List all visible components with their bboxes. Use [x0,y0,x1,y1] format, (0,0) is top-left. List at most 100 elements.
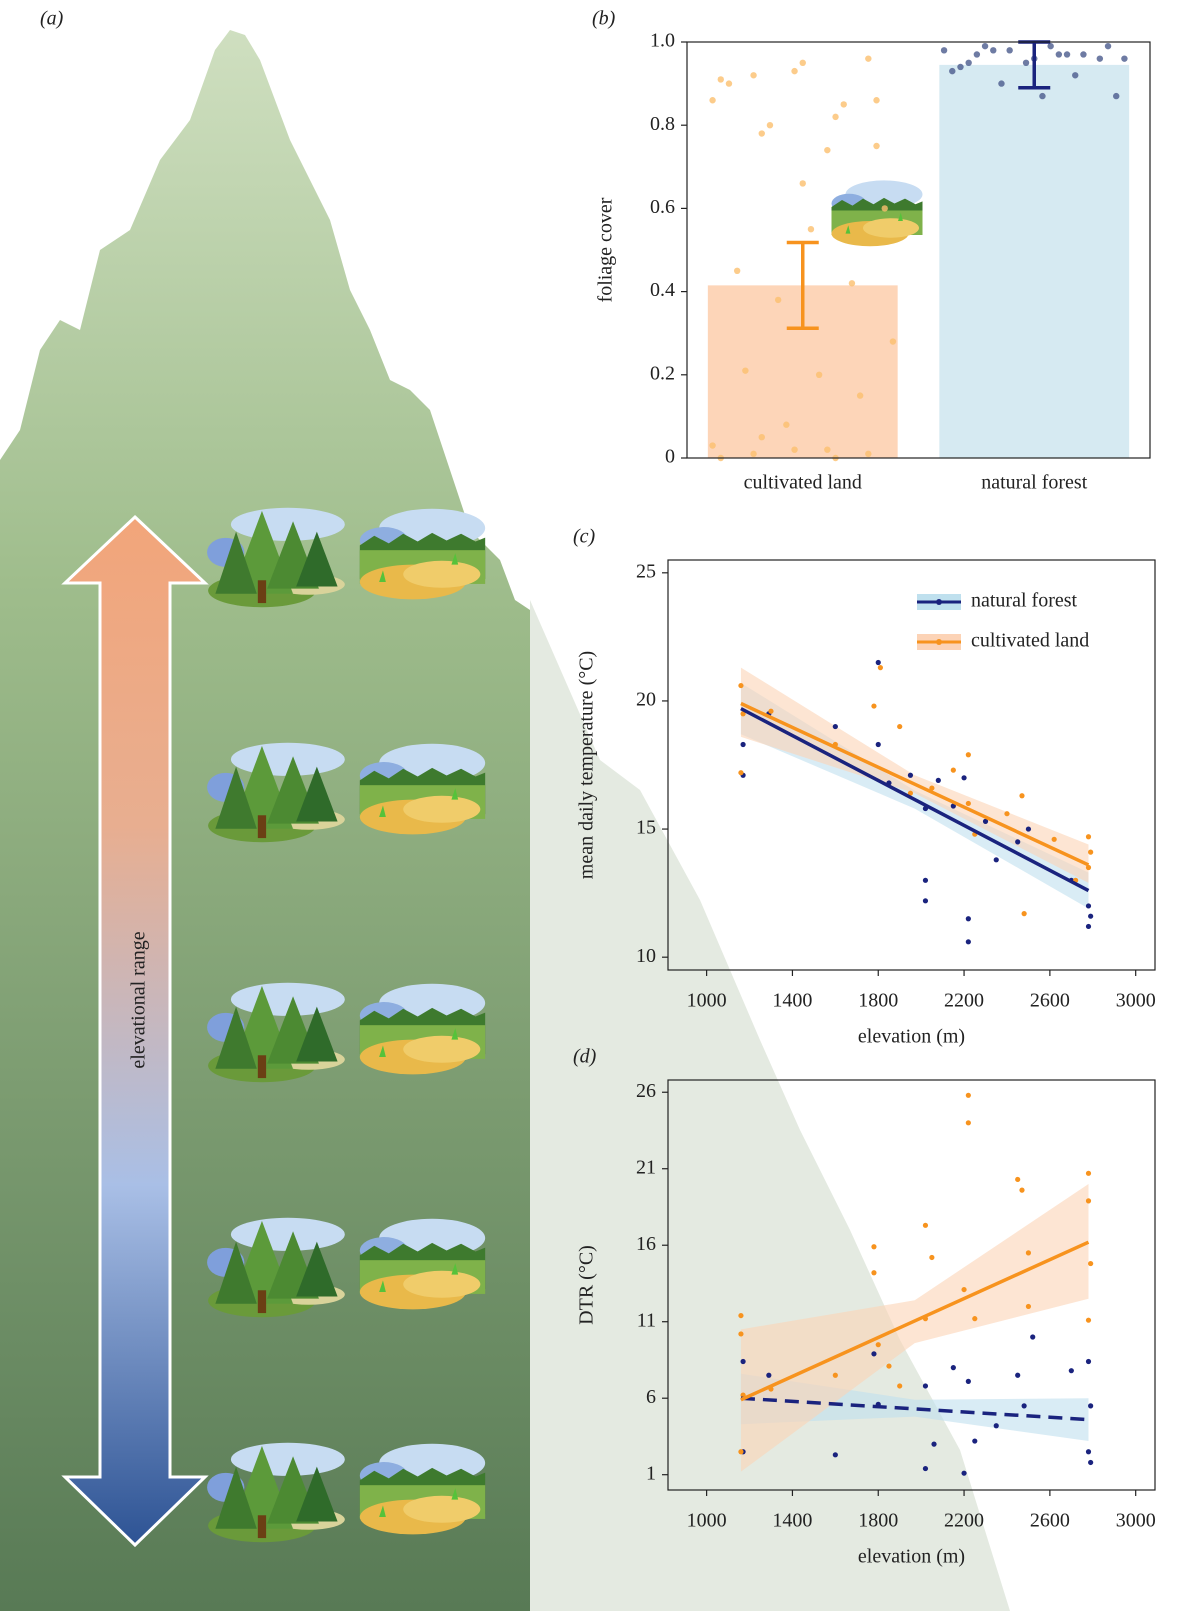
data-point [871,1244,876,1249]
data-point [949,68,955,74]
data-point [966,752,971,757]
x-tick-label: natural forest [981,472,1088,494]
data-point [1086,924,1091,929]
data-point [1004,811,1009,816]
data-point [783,422,789,428]
y-tick-label: 1 [646,1462,656,1484]
data-point [865,55,871,61]
data-point [876,742,881,747]
data-point [871,1270,876,1275]
data-point [709,97,715,103]
x-tick-label: 2600 [1030,1510,1070,1532]
data-point [742,367,748,373]
data-point [833,1373,838,1378]
data-point [824,446,830,452]
data-point [1022,1403,1027,1408]
data-point [908,773,913,778]
data-point [740,1359,745,1364]
y-tick-label: 0.6 [650,196,675,218]
y-tick-label: 0 [665,446,675,468]
plot-frame [668,560,1155,970]
data-point [1072,72,1078,78]
x-tick-label: 3000 [1116,990,1156,1012]
data-point [1026,1250,1031,1255]
data-point [878,665,883,670]
data-point [816,372,822,378]
data-point [865,451,871,457]
data-point [1023,60,1029,66]
data-point [886,1363,891,1368]
data-point [738,683,743,688]
data-point [1006,47,1012,53]
data-point [833,724,838,729]
x-tick-label: 2600 [1030,990,1070,1012]
data-point [1086,1359,1091,1364]
data-point [1064,51,1070,57]
bar [939,65,1129,458]
data-point [876,660,881,665]
data-point [833,1452,838,1457]
data-point [931,1442,936,1447]
data-point [1088,914,1093,919]
data-point [766,1373,771,1378]
data-point [709,442,715,448]
data-point [994,1423,999,1428]
data-point [1105,43,1111,49]
data-point [800,180,806,186]
data-point [750,72,756,78]
data-point [923,1383,928,1388]
data-point [871,1351,876,1356]
data-point [800,60,806,66]
legend-marker [936,599,942,605]
data-point [982,43,988,49]
y-tick-label: 11 [637,1309,656,1331]
data-point [1088,1403,1093,1408]
data-point [738,1313,743,1318]
data-point [1088,1261,1093,1266]
data-point [876,1342,881,1347]
data-point [1039,93,1045,99]
x-tick-label: 2200 [944,990,984,1012]
data-point [849,280,855,286]
data-point [966,916,971,921]
fit-line [741,704,1089,865]
data-point [923,898,928,903]
data-point [1047,43,1053,49]
data-point [1086,903,1091,908]
data-point [768,709,773,714]
data-point [923,1223,928,1228]
data-point [1088,1460,1093,1465]
figure: (a) elevational range (b)foliage cover00… [0,0,1200,1611]
data-point [1026,826,1031,831]
data-point [994,857,999,862]
y-axis-label: foliage cover [595,197,617,302]
data-point [965,60,971,66]
data-point [923,1466,928,1471]
y-tick-label: 1.0 [650,30,675,52]
data-point [1019,793,1024,798]
data-point [1113,93,1119,99]
data-point [966,801,971,806]
data-point [936,778,941,783]
legend-label: cultivated land [971,630,1089,652]
data-point [750,451,756,457]
data-point [1088,850,1093,855]
data-point [1015,839,1020,844]
data-point [951,1365,956,1370]
data-point [961,1471,966,1476]
x-tick-label: 1400 [772,1510,812,1532]
x-tick-label: 1800 [858,1510,898,1532]
data-point [966,1120,971,1125]
data-point [951,768,956,773]
back-mountain [530,600,1010,1611]
data-point [1086,1449,1091,1454]
data-point [1015,1177,1020,1182]
data-point [957,64,963,70]
data-point [841,101,847,107]
data-point [923,878,928,883]
data-point [832,114,838,120]
y-tick-label: 10 [636,945,656,967]
fit-line [741,709,1089,891]
data-point [738,1331,743,1336]
x-axis-label: elevation (m) [858,1546,965,1568]
